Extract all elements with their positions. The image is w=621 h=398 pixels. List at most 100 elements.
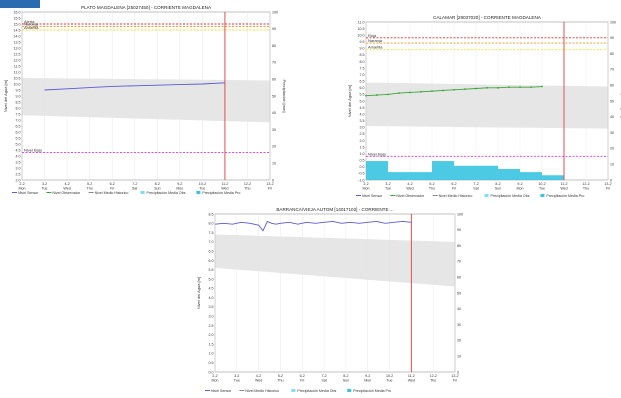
y-tick-label: 7.0 <box>16 118 21 122</box>
y-tick-label: 0.5 <box>360 159 365 163</box>
x-tick-day: Tue <box>234 379 240 383</box>
legend-swatch <box>140 191 145 194</box>
legend-label: Nivel Observador <box>52 191 81 195</box>
y-tick-label: 12.0 <box>14 58 21 62</box>
x-tick-day: Thu <box>87 187 93 191</box>
precip-bar <box>366 161 388 180</box>
y-tick-label: 7.5 <box>16 112 21 116</box>
y2-tick-label: 30 <box>610 131 614 135</box>
historic-band <box>215 234 455 287</box>
x-tick-label: 2-2 <box>363 182 368 186</box>
y2-tick-label: 0 <box>457 370 459 374</box>
y-tick-label: 9.0 <box>360 47 365 51</box>
data-point <box>420 90 422 93</box>
threshold-label: Naranja <box>368 38 383 43</box>
y2-tick-label: 20 <box>272 145 276 149</box>
x-tick-label: 5-2 <box>87 182 92 186</box>
x-tick-day: Thu <box>583 187 589 191</box>
y-tick-label: 4.0 <box>209 296 214 300</box>
x-tick-day: Fri <box>300 379 304 383</box>
y-tick-label: 14.5 <box>14 28 21 32</box>
x-tick-label: 11-2 <box>408 374 415 378</box>
x-tick-day: Mon <box>517 187 524 191</box>
precip-bar <box>520 172 542 180</box>
y-tick-label: 8.0 <box>209 222 214 226</box>
chart-title: BARRANCA/VIEJA AUTOM [14017102] - CORRIE… <box>276 207 393 212</box>
x-tick-label: 12-2 <box>582 182 589 186</box>
y-tick-label: 0.0 <box>209 370 214 374</box>
data-point <box>376 94 378 96</box>
data-point <box>486 86 488 89</box>
y-tick-label: 4.0 <box>16 154 21 158</box>
y-tick-label: 10.0 <box>358 33 365 37</box>
y2-tick-label: 30 <box>272 128 276 132</box>
historic-band <box>22 78 270 123</box>
x-tick-label: 10-2 <box>199 182 206 186</box>
chart-title: PLATO MAGDALENA [25027450] - CORRIENTE M… <box>81 5 212 10</box>
y-tick-label: 3.0 <box>16 166 21 170</box>
x-tick-label: 7-2 <box>321 374 326 378</box>
x-tick-day: Fri <box>110 187 114 191</box>
legend-label: Precipitación Media Obs <box>297 389 336 393</box>
data-point <box>442 89 444 92</box>
y-axis-label: Nivel del Agua [m] <box>347 85 352 117</box>
x-tick-label: 9-2 <box>365 374 370 378</box>
y-tick-label: 14.0 <box>14 34 21 38</box>
y-tick-label: 2.5 <box>360 132 365 136</box>
x-tick-day: Fri <box>268 187 272 191</box>
legend-label: Nivel Medio Historico <box>439 194 473 198</box>
data-point <box>541 85 543 88</box>
x-tick-label: 2-2 <box>212 374 217 378</box>
data-point <box>497 86 499 89</box>
threshold-label: Nivel Bajo <box>24 147 43 152</box>
y2-tick-label: 10 <box>610 163 614 167</box>
x-tick-label: 6-2 <box>300 374 305 378</box>
y2-tick-label: 70 <box>610 68 614 72</box>
x-tick-label: 7-2 <box>132 182 137 186</box>
x-tick-label: 5-2 <box>429 182 434 186</box>
y2-tick-label: 100 <box>457 212 463 216</box>
data-point <box>519 86 521 89</box>
y-tick-label: 0.0 <box>360 165 365 169</box>
y-tick-label: 5.0 <box>16 142 21 146</box>
x-tick-day: Sun <box>154 187 160 191</box>
y-tick-label: 6.0 <box>16 130 21 134</box>
y-tick-label: 2.0 <box>360 139 365 143</box>
x-tick-label: 8-2 <box>495 182 500 186</box>
y-tick-label: 1.5 <box>209 342 214 346</box>
y2-tick-label: 100 <box>272 10 278 14</box>
y-tick-label: 6.5 <box>16 124 21 128</box>
x-tick-day: Tue <box>385 187 391 191</box>
y-tick-label: 11.0 <box>358 20 365 24</box>
y-tick-label: 1.0 <box>360 152 365 156</box>
y2-tick-label: 40 <box>610 115 614 119</box>
y2-tick-label: 0 <box>272 178 274 182</box>
y-tick-label: 6.0 <box>209 259 214 263</box>
y-tick-label: 8.5 <box>209 212 214 216</box>
threshold-label: Alerta <box>24 19 35 24</box>
x-tick-day: Tue <box>539 187 545 191</box>
y-tick-label: 0.5 <box>209 361 214 365</box>
x-tick-label: 12-2 <box>244 182 251 186</box>
y-tick-label: 3.5 <box>16 160 21 164</box>
y-tick-label: 5.5 <box>16 136 21 140</box>
precip-bar <box>432 161 454 180</box>
x-tick-label: 7-2 <box>473 182 478 186</box>
data-point <box>464 88 466 91</box>
y-tick-label: 11.0 <box>14 70 21 74</box>
x-tick-day: Wed <box>221 187 228 191</box>
legend-label: Nivel Medio Historico <box>95 191 129 195</box>
y-tick-label: 7.5 <box>360 66 365 70</box>
chart-calamar: CALAMAR [29037020] - CORRIENTE MAGDALENA… <box>347 15 621 198</box>
x-tick-day: Wed <box>408 379 415 383</box>
precip-bar <box>498 168 520 180</box>
x-tick-label: 11-2 <box>221 182 228 186</box>
x-tick-day: Wed <box>560 187 567 191</box>
y2-tick-label: 100 <box>610 20 616 24</box>
y2-tick-label: 90 <box>272 27 276 31</box>
x-tick-day: Tue <box>387 379 393 383</box>
y-tick-label: 4.5 <box>16 148 21 152</box>
y2-tick-label: 60 <box>457 276 461 280</box>
y-tick-label: 2.0 <box>16 178 21 182</box>
y-tick-label: 8.0 <box>360 60 365 64</box>
